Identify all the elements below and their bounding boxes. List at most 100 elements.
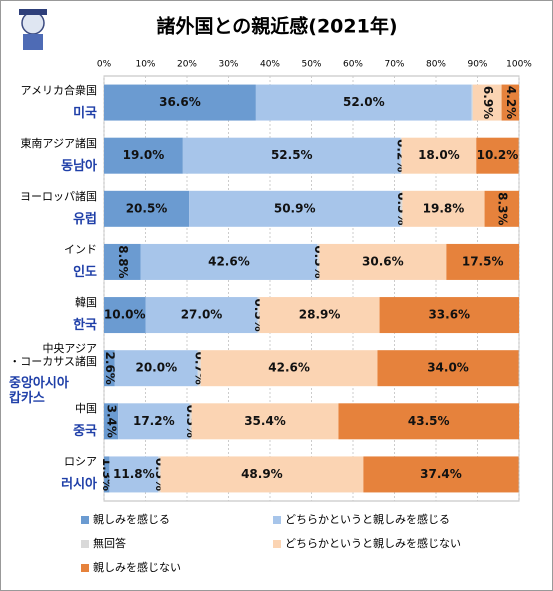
legend-label: 無回答 [93,536,126,550]
value-label: 35.4% [244,414,286,428]
category-translation: 미국 [73,105,97,121]
value-label: 33.6% [428,308,470,322]
value-label: 8.8% [116,245,130,278]
bar-segment [160,456,364,493]
x-tick-label: 80% [426,60,446,70]
value-label: 19.0% [123,148,165,162]
value-label: 52.0% [343,95,385,109]
value-label: 3.4% [105,405,119,438]
bar-segment [319,243,447,280]
value-label: 52.5% [271,148,313,162]
bar-segment [104,190,190,227]
value-label: 2.6% [103,352,117,385]
bar-segment [471,84,473,121]
category-label: インド [64,242,97,256]
bar-segment [104,403,119,440]
bar-segment [140,243,318,280]
legend-swatch [81,564,89,572]
bar-segment [145,297,258,334]
bar-segment [472,84,502,121]
value-label: 6.9% [481,86,495,119]
category-label: 中央アジア ・コーカサス諸国 [9,342,97,369]
x-tick-label: 10% [135,60,155,70]
bar-segment [189,403,192,440]
x-tick-label: 20% [177,60,197,70]
legend-swatch [273,516,281,524]
value-label: 18.0% [418,148,460,162]
bar-segment [118,403,190,440]
value-label: 37.4% [420,467,462,481]
legend-swatch [81,516,89,524]
legend-label: どちらかというと親しみを感じる [285,513,450,526]
bar-segment [501,84,519,121]
category-label: ヨーロッパ諸国 [20,189,97,203]
category-label: アメリカ合衆国 [20,83,97,97]
mascot [19,9,47,50]
x-tick-label: 60% [343,60,363,70]
category-label: ロシア [64,455,97,469]
bar-segment [189,190,401,227]
bar-segment [255,84,472,121]
value-label: 50.9% [274,201,316,215]
category-label: 東南アジア諸国 [20,136,97,150]
x-tick-label: 100% [506,60,532,70]
value-label: 11.8% [113,467,155,481]
value-label: 10.0% [104,308,146,322]
category-translation: 러시아 [61,477,97,493]
bar-segment [377,350,519,387]
x-tick-label: 50% [301,60,321,70]
bar-segment [446,243,519,280]
value-label: 42.6% [208,254,250,268]
bar-segment [400,190,403,227]
bar-segment [402,190,485,227]
category-translation: 유럽 [73,211,97,227]
bar-segment [401,137,477,174]
x-tick-label: 90% [467,60,487,70]
bar-segment [109,456,159,493]
bar-segment [197,350,201,387]
bar-segment [182,137,401,174]
chart-title: 諸外国との親近感(2021年) [156,15,397,38]
value-label: 34.0% [427,361,469,375]
value-label: 20.0% [135,361,177,375]
x-tick-label: 40% [260,60,280,70]
bar-segment [259,297,380,334]
category-translation: 인도 [73,264,97,280]
bar-segment [191,403,339,440]
value-label: 20.5% [126,201,168,215]
category-translation: 중앙아시아 캅카스 [9,376,69,407]
value-label: 27.0% [181,308,223,322]
value-label: 36.6% [159,95,201,109]
value-label: 28.9% [299,308,341,322]
bar-segment [363,456,519,493]
value-label: 8.3% [495,192,509,225]
legend-swatch [273,540,281,548]
bar-segment [257,297,260,334]
bar-segment [104,297,146,334]
bar-segment [104,243,141,280]
value-label: 30.6% [362,254,404,268]
bar-segment [104,137,183,174]
bar-segment [400,137,402,174]
bar-segment [104,350,115,387]
category-label: 韓国 [75,296,97,310]
bar-segment [104,456,110,493]
x-tick-label: 0% [97,60,112,70]
bar-segment [104,84,256,121]
value-label: 17.5% [462,254,504,268]
value-label: 43.5% [408,414,450,428]
category-label: 中国 [75,402,97,416]
bar-segment [476,137,519,174]
bar-segment [158,456,161,493]
value-label: 10.2% [477,148,519,162]
category-translation: 중국 [73,424,97,440]
value-label: 17.2% [133,414,175,428]
value-label: 48.9% [241,467,283,481]
x-tick-label: 70% [384,60,404,70]
bar-segment [338,403,519,440]
legend-label: 親しみを感じない [93,561,181,574]
bar-segment [200,350,378,387]
legend-label: 親しみを感じる [93,513,170,526]
category-translation: 한국 [73,318,97,334]
